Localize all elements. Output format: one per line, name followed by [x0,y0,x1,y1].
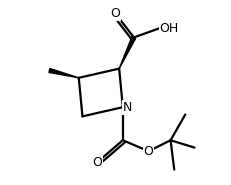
Text: O: O [144,145,153,158]
Text: N: N [123,101,132,114]
Text: O: O [111,7,120,20]
Text: OH: OH [160,22,179,35]
Polygon shape [119,37,136,69]
Polygon shape [49,68,79,78]
Text: O: O [92,156,102,169]
